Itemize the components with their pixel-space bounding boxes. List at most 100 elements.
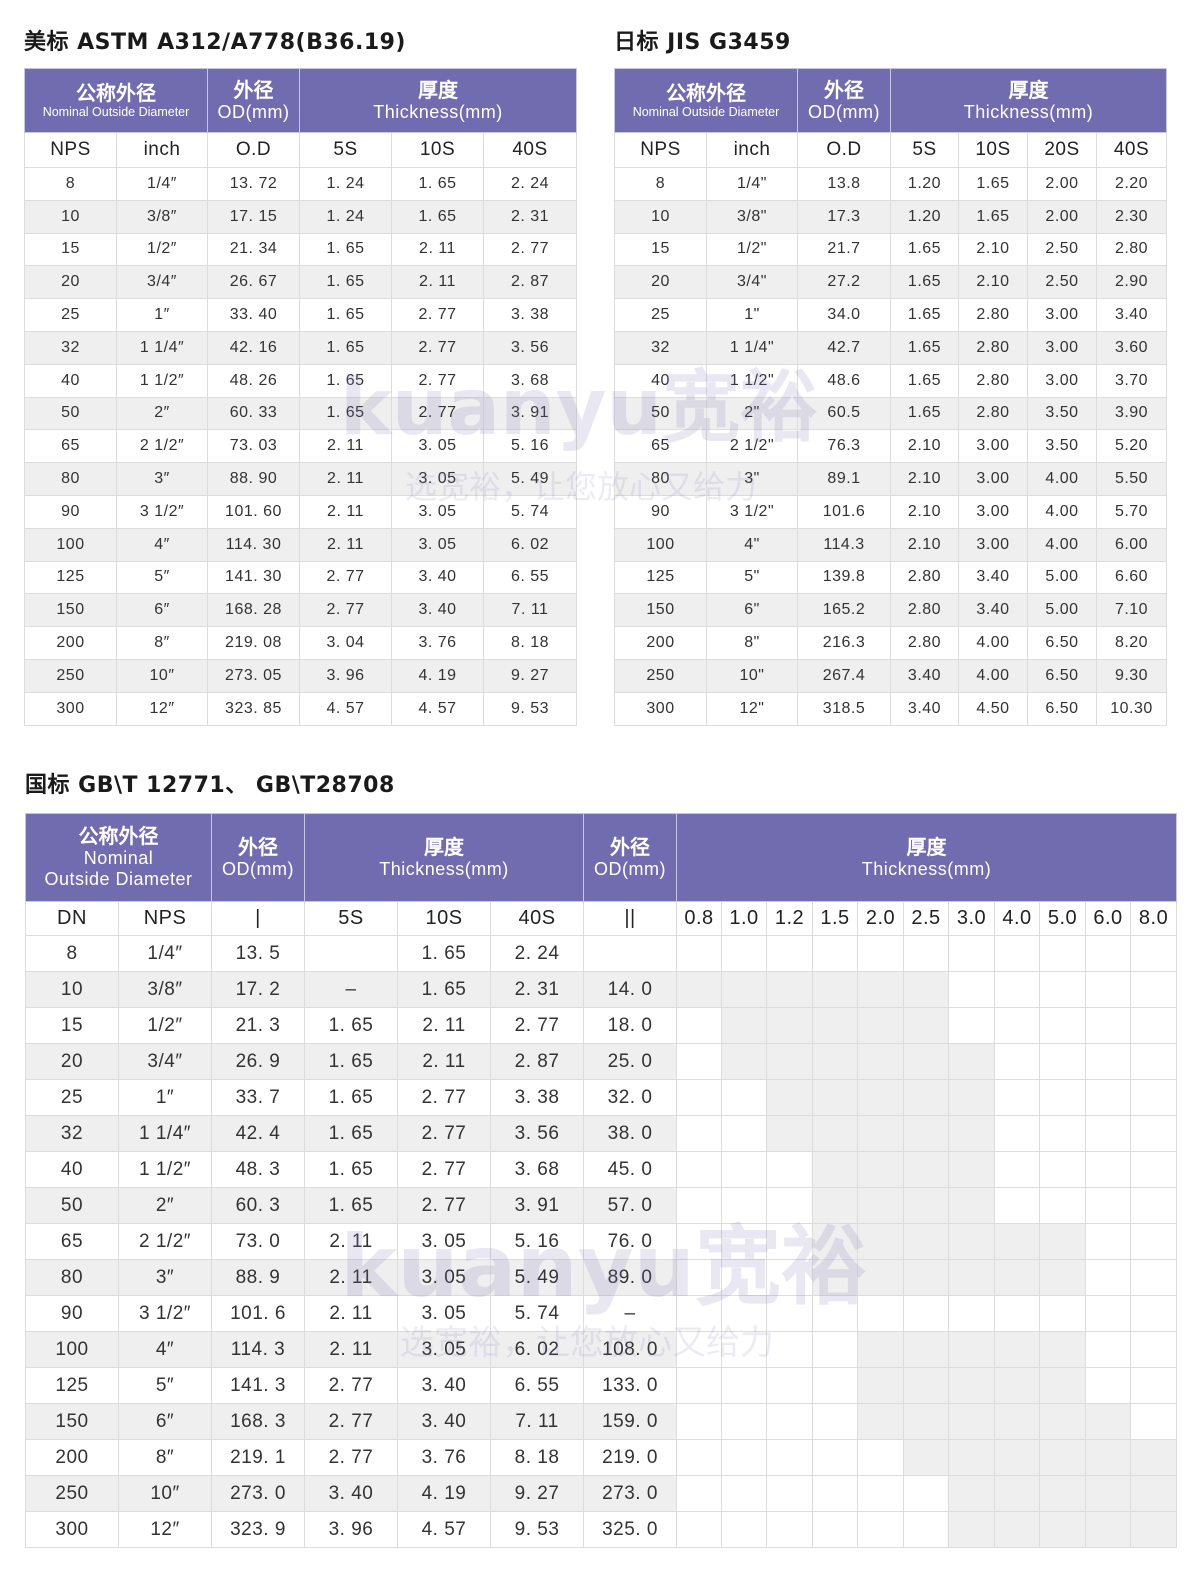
thickness-cell [1130,1115,1178,1152]
table-cell: 2.10 [958,265,1028,300]
thickness-column-header: 1.2 [766,901,814,936]
table-cell: 1″ [116,298,208,332]
thickness-cell-available [1039,1223,1087,1260]
thickness-cell [1039,1079,1087,1116]
table-cell: 3.40 [958,560,1028,595]
thickness-cell [676,1295,723,1332]
table-cell: 50 [24,396,117,431]
thickness-cell [676,1403,723,1440]
table-cell: 2. 31 [482,199,578,234]
table-cell: 3. 38 [489,1079,585,1116]
table-cell: 125 [25,1367,119,1404]
thickness-cell [1130,971,1178,1008]
thickness-cell [721,1115,768,1152]
table-cell: 2.80 [890,593,959,628]
table-row: 65 2 1/2" 76.3 2.10 3.00 3.50 5.20 [614,429,1168,464]
table-row: 150 6" 165.2 2.80 3.40 5.00 7.10 [614,593,1168,628]
thickness-cell-available [857,1151,905,1188]
table-cell: 216.3 [797,626,891,660]
table-cell: 13. 5 [211,935,305,972]
table-cell: 8 [25,935,119,972]
table-cell: 88. 9 [211,1259,305,1296]
thickness-cell [721,1187,768,1224]
thickness-cell-available [766,1043,814,1080]
table-cell: 300 [24,691,117,726]
table-cell: 1. 65 [299,363,392,398]
table-cell: 17. 15 [207,199,300,234]
thickness-cell-available [903,1403,950,1440]
table-cell: 1 1/2″ [116,363,208,398]
thickness-cell [812,1331,859,1368]
table-cell: 2.50 [1027,265,1097,300]
thickness-cell-available [903,971,950,1008]
table-cell: 2. 24 [489,935,585,972]
thickness-cell-available [948,1115,996,1152]
thickness-column-header: 4.0 [994,901,1041,936]
thickness-cell-available [857,1115,905,1152]
table-cell: 168. 28 [207,593,300,628]
table-cell: 2. 11 [304,1259,398,1296]
table-cell: 2.80 [958,396,1028,431]
table-cell: 1″ [118,1079,212,1116]
table-cell: 4.00 [958,626,1028,660]
thickness-cell [766,1151,814,1188]
od-header-2: 外径 OD(mm) [583,813,678,902]
thickness-cell [721,1259,768,1296]
thickness-cell-available [948,1079,996,1116]
table-cell: 3. 05 [397,1259,491,1296]
table-row: 65 2 1/2″ 73. 03 2. 11 3. 05 5. 16 [24,429,578,464]
column-header: 10S [958,132,1028,168]
table-cell: 1.65 [890,330,959,365]
table-cell: 2.80 [890,560,959,595]
table-cell: 17.3 [797,199,891,234]
table-cell: 3″ [118,1259,212,1296]
table-row: 90 3 1/2″ 101. 60 2. 11 3. 05 5. 74 [24,494,578,529]
table-cell: 60. 33 [207,396,300,431]
thickness-cell-available [857,1187,905,1224]
table-cell: 3. 56 [489,1115,585,1152]
thickness-cell-available [903,1151,950,1188]
table-cell: 40 [25,1151,119,1188]
thickness-header: 厚度 Thickness(mm) [298,68,578,133]
table-row: 100 4" 114.3 2.10 3.00 4.00 6.00 [614,527,1168,562]
thickness-cell [812,1439,859,1476]
table-row: 15 1/2" 21.7 1.65 2.10 2.50 2.80 [614,232,1168,267]
thickness-cell [721,1403,768,1440]
table-cell: 4" [706,527,798,562]
table-cell: 2.00 [1027,199,1097,234]
table-cell: 3. 05 [397,1223,491,1260]
jis-table: 公称外径 Nominal Outside Diameter 外径 OD(mm) 厚度… [614,68,1168,726]
table-cell: 4. 19 [397,1475,491,1512]
table-cell: 1.65 [958,199,1028,234]
table-cell: 10 [24,199,117,234]
table-cell: 80 [25,1259,119,1296]
table-cell: 8. 18 [482,626,578,660]
table-cell: 2. 77 [397,1151,491,1188]
thickness-cell [676,1115,723,1152]
thickness-cell [1039,1043,1087,1080]
table-cell: – [304,971,398,1008]
table-cell: 5.20 [1095,429,1168,464]
table-cell: 141. 3 [211,1367,305,1404]
table-cell: 318.5 [797,691,891,726]
jis-title: 日标 JIS G3459 [614,30,791,55]
table-cell: 3/4″ [118,1043,212,1080]
thickness-cell [1039,1115,1087,1152]
table-cell: 273. 0 [211,1475,305,1512]
table-cell: 3.40 [958,593,1028,628]
table-cell: 1/4″ [116,167,208,201]
column-header: O.D [797,132,891,168]
table-cell: 2.80 [958,363,1028,398]
thickness-cell [676,1331,723,1368]
table-cell: 150 [25,1403,119,1440]
table-cell: 1. 65 [299,232,392,267]
table-cell: 32 [25,1115,119,1152]
table-cell: 48.6 [797,363,891,398]
thickness-column-header: 5.0 [1039,901,1087,936]
table-cell: 65 [25,1223,119,1260]
thickness-cell [903,935,950,972]
thickness-column-header: 3.0 [948,901,996,936]
thickness-cell [766,1367,814,1404]
thickness-cell-available [994,1403,1041,1440]
table-cell: 6.50 [1027,626,1097,660]
